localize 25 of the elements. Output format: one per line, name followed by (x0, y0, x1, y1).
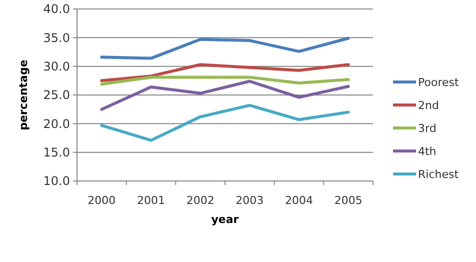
y-tick-label: 35.0 (43, 30, 70, 45)
legend-label: 4th (418, 144, 436, 158)
x-tick-label: 2000 (88, 194, 116, 207)
line-series (100, 104, 350, 142)
x-tick-label: 2005 (334, 194, 362, 207)
x-tick-label: 2004 (285, 194, 313, 207)
line-series (100, 80, 350, 111)
x-tick-label: 2003 (236, 194, 264, 207)
y-tick-label: 30.0 (43, 60, 70, 74)
x-axis-title: year (211, 213, 240, 226)
y-tick-label: 15.0 (43, 146, 70, 160)
line-series (100, 36, 350, 60)
y-tick-label: 10.0 (43, 174, 70, 188)
legend-label: Poorest (418, 76, 460, 89)
legend-label: Richest (418, 168, 460, 181)
y-tick-label: 25.0 (43, 88, 70, 102)
x-tick-label: 2002 (186, 194, 214, 207)
line-series (100, 76, 350, 86)
line-series (100, 63, 350, 82)
legend-label: 2nd (418, 98, 439, 112)
y-tick-label: 20.0 (43, 116, 70, 131)
legend-label: 3rd (418, 122, 436, 135)
y-tick-label: 40.0 (43, 2, 70, 16)
y-axis-title: percentage (17, 60, 30, 130)
x-tick-label: 2001 (137, 194, 165, 207)
